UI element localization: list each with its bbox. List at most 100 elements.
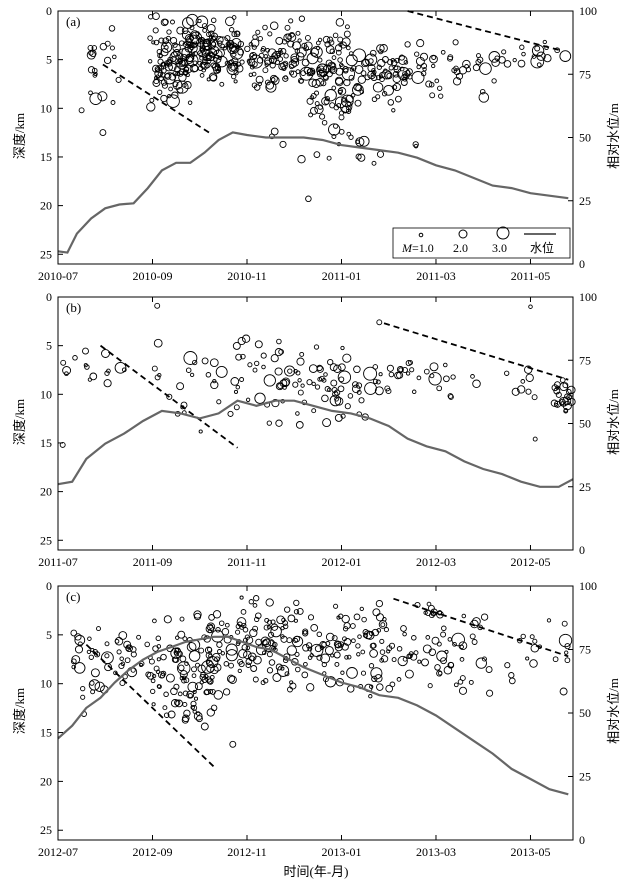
svg-text:M=1.0: M=1.0 xyxy=(401,241,434,255)
event-c-439 xyxy=(504,662,511,669)
event-c-425 xyxy=(417,659,422,664)
event-b-152 xyxy=(398,367,404,373)
event-b-93 xyxy=(353,365,361,374)
legend-marker-m2 xyxy=(458,229,468,239)
event-c-253 xyxy=(228,675,237,685)
event-a-398 xyxy=(321,96,330,106)
event-c-332 xyxy=(343,638,352,646)
event-b-103 xyxy=(340,345,345,351)
event-c-443 xyxy=(561,620,568,627)
event-c-115 xyxy=(167,710,176,719)
event-c-303 xyxy=(356,652,361,657)
event-a-88 xyxy=(151,40,156,45)
event-c-99 xyxy=(179,655,187,663)
event-a-222 xyxy=(189,42,195,48)
water-tick-label-a-0: 0 xyxy=(579,257,585,271)
event-a-337 xyxy=(288,59,297,69)
water-level-line-c xyxy=(57,635,569,796)
event-a-41 xyxy=(152,12,160,21)
x-tick-label-a-0: 2010-07 xyxy=(38,269,78,283)
event-a-313 xyxy=(235,61,242,67)
water-tick-label-a-50: 50 xyxy=(579,131,591,145)
event-b-122 xyxy=(274,367,283,376)
depth-tick-label-a-10: 10 xyxy=(40,101,52,115)
event-b-162 xyxy=(443,375,450,383)
legend-label-m1: =1.0 xyxy=(412,241,434,255)
event-b-101 xyxy=(274,348,283,357)
event-c-261 xyxy=(302,644,310,652)
event-c-394 xyxy=(453,682,459,688)
event-b-127 xyxy=(321,378,327,383)
event-b-156 xyxy=(396,366,404,373)
event-a-553 xyxy=(447,55,453,62)
event-c-346 xyxy=(388,642,396,649)
event-c-240 xyxy=(245,645,251,651)
event-a-117 xyxy=(182,69,189,76)
event-a-80 xyxy=(160,67,167,74)
event-a-441 xyxy=(338,114,345,121)
event-b-195 xyxy=(551,384,559,392)
event-c-271 xyxy=(307,646,313,652)
x-tick-label-a-3: 2011-01 xyxy=(322,269,362,283)
event-c-448 xyxy=(558,633,573,648)
event-c-367 xyxy=(380,655,389,663)
trend-line-c-1 xyxy=(393,597,569,658)
event-c-348 xyxy=(372,608,381,617)
y-axis-label-right-a: 相对水位/m xyxy=(606,103,621,169)
event-a-83 xyxy=(152,27,159,34)
event-c-462 xyxy=(427,604,435,612)
x-tick-label-b-1: 2011-09 xyxy=(133,555,173,569)
event-a-471 xyxy=(387,59,394,66)
event-a-267 xyxy=(296,47,307,58)
depth-tick-label-a-15: 15 xyxy=(40,150,52,164)
event-a-567 xyxy=(534,45,541,52)
event-c-267 xyxy=(287,614,296,623)
event-c-107 xyxy=(182,690,189,697)
event-c-241 xyxy=(252,625,259,632)
event-c-396 xyxy=(452,641,457,647)
event-c-68 xyxy=(212,610,222,619)
event-b-135 xyxy=(423,368,430,375)
event-c-101 xyxy=(182,636,188,642)
event-c-26 xyxy=(88,679,101,691)
event-b-12 xyxy=(60,359,67,366)
event-a-110 xyxy=(182,17,194,29)
event-c-321 xyxy=(368,694,373,699)
event-a-260 xyxy=(282,75,289,82)
event-b-142 xyxy=(372,378,379,385)
event-a-552 xyxy=(465,66,472,73)
event-a-15 xyxy=(86,50,96,60)
event-b-37 xyxy=(266,420,272,426)
event-c-248 xyxy=(236,617,247,627)
event-b-40 xyxy=(212,378,217,384)
event-a-564 xyxy=(559,50,572,62)
event-c-459 xyxy=(425,610,431,617)
event-a-301 xyxy=(287,32,297,42)
event-a-348 xyxy=(269,62,276,69)
event-b-181 xyxy=(563,408,569,414)
event-a-594 xyxy=(348,134,354,140)
event-c-130 xyxy=(204,688,211,696)
event-b-186 xyxy=(553,400,562,408)
event-a-578 xyxy=(355,139,361,145)
event-b-82 xyxy=(276,338,282,345)
event-c-375 xyxy=(325,641,331,646)
event-a-562 xyxy=(521,51,526,57)
event-c-419 xyxy=(459,657,465,662)
event-b-168 xyxy=(504,370,510,376)
event-a-353 xyxy=(306,52,319,65)
event-c-154 xyxy=(204,646,213,654)
event-b-191 xyxy=(559,377,566,383)
x-tick-label-c-3: 2013-01 xyxy=(321,845,361,859)
event-b-177 xyxy=(555,391,562,398)
event-a-440 xyxy=(310,47,319,57)
event-a-67 xyxy=(161,82,168,89)
depth-tick-label-c-25: 25 xyxy=(40,823,52,837)
event-a-399 xyxy=(317,104,324,110)
event-a-280 xyxy=(251,44,257,50)
event-a-394 xyxy=(342,97,348,103)
event-c-318 xyxy=(391,657,397,663)
event-a-308 xyxy=(300,70,307,76)
event-c-156 xyxy=(150,688,156,695)
event-a-316 xyxy=(265,47,270,53)
